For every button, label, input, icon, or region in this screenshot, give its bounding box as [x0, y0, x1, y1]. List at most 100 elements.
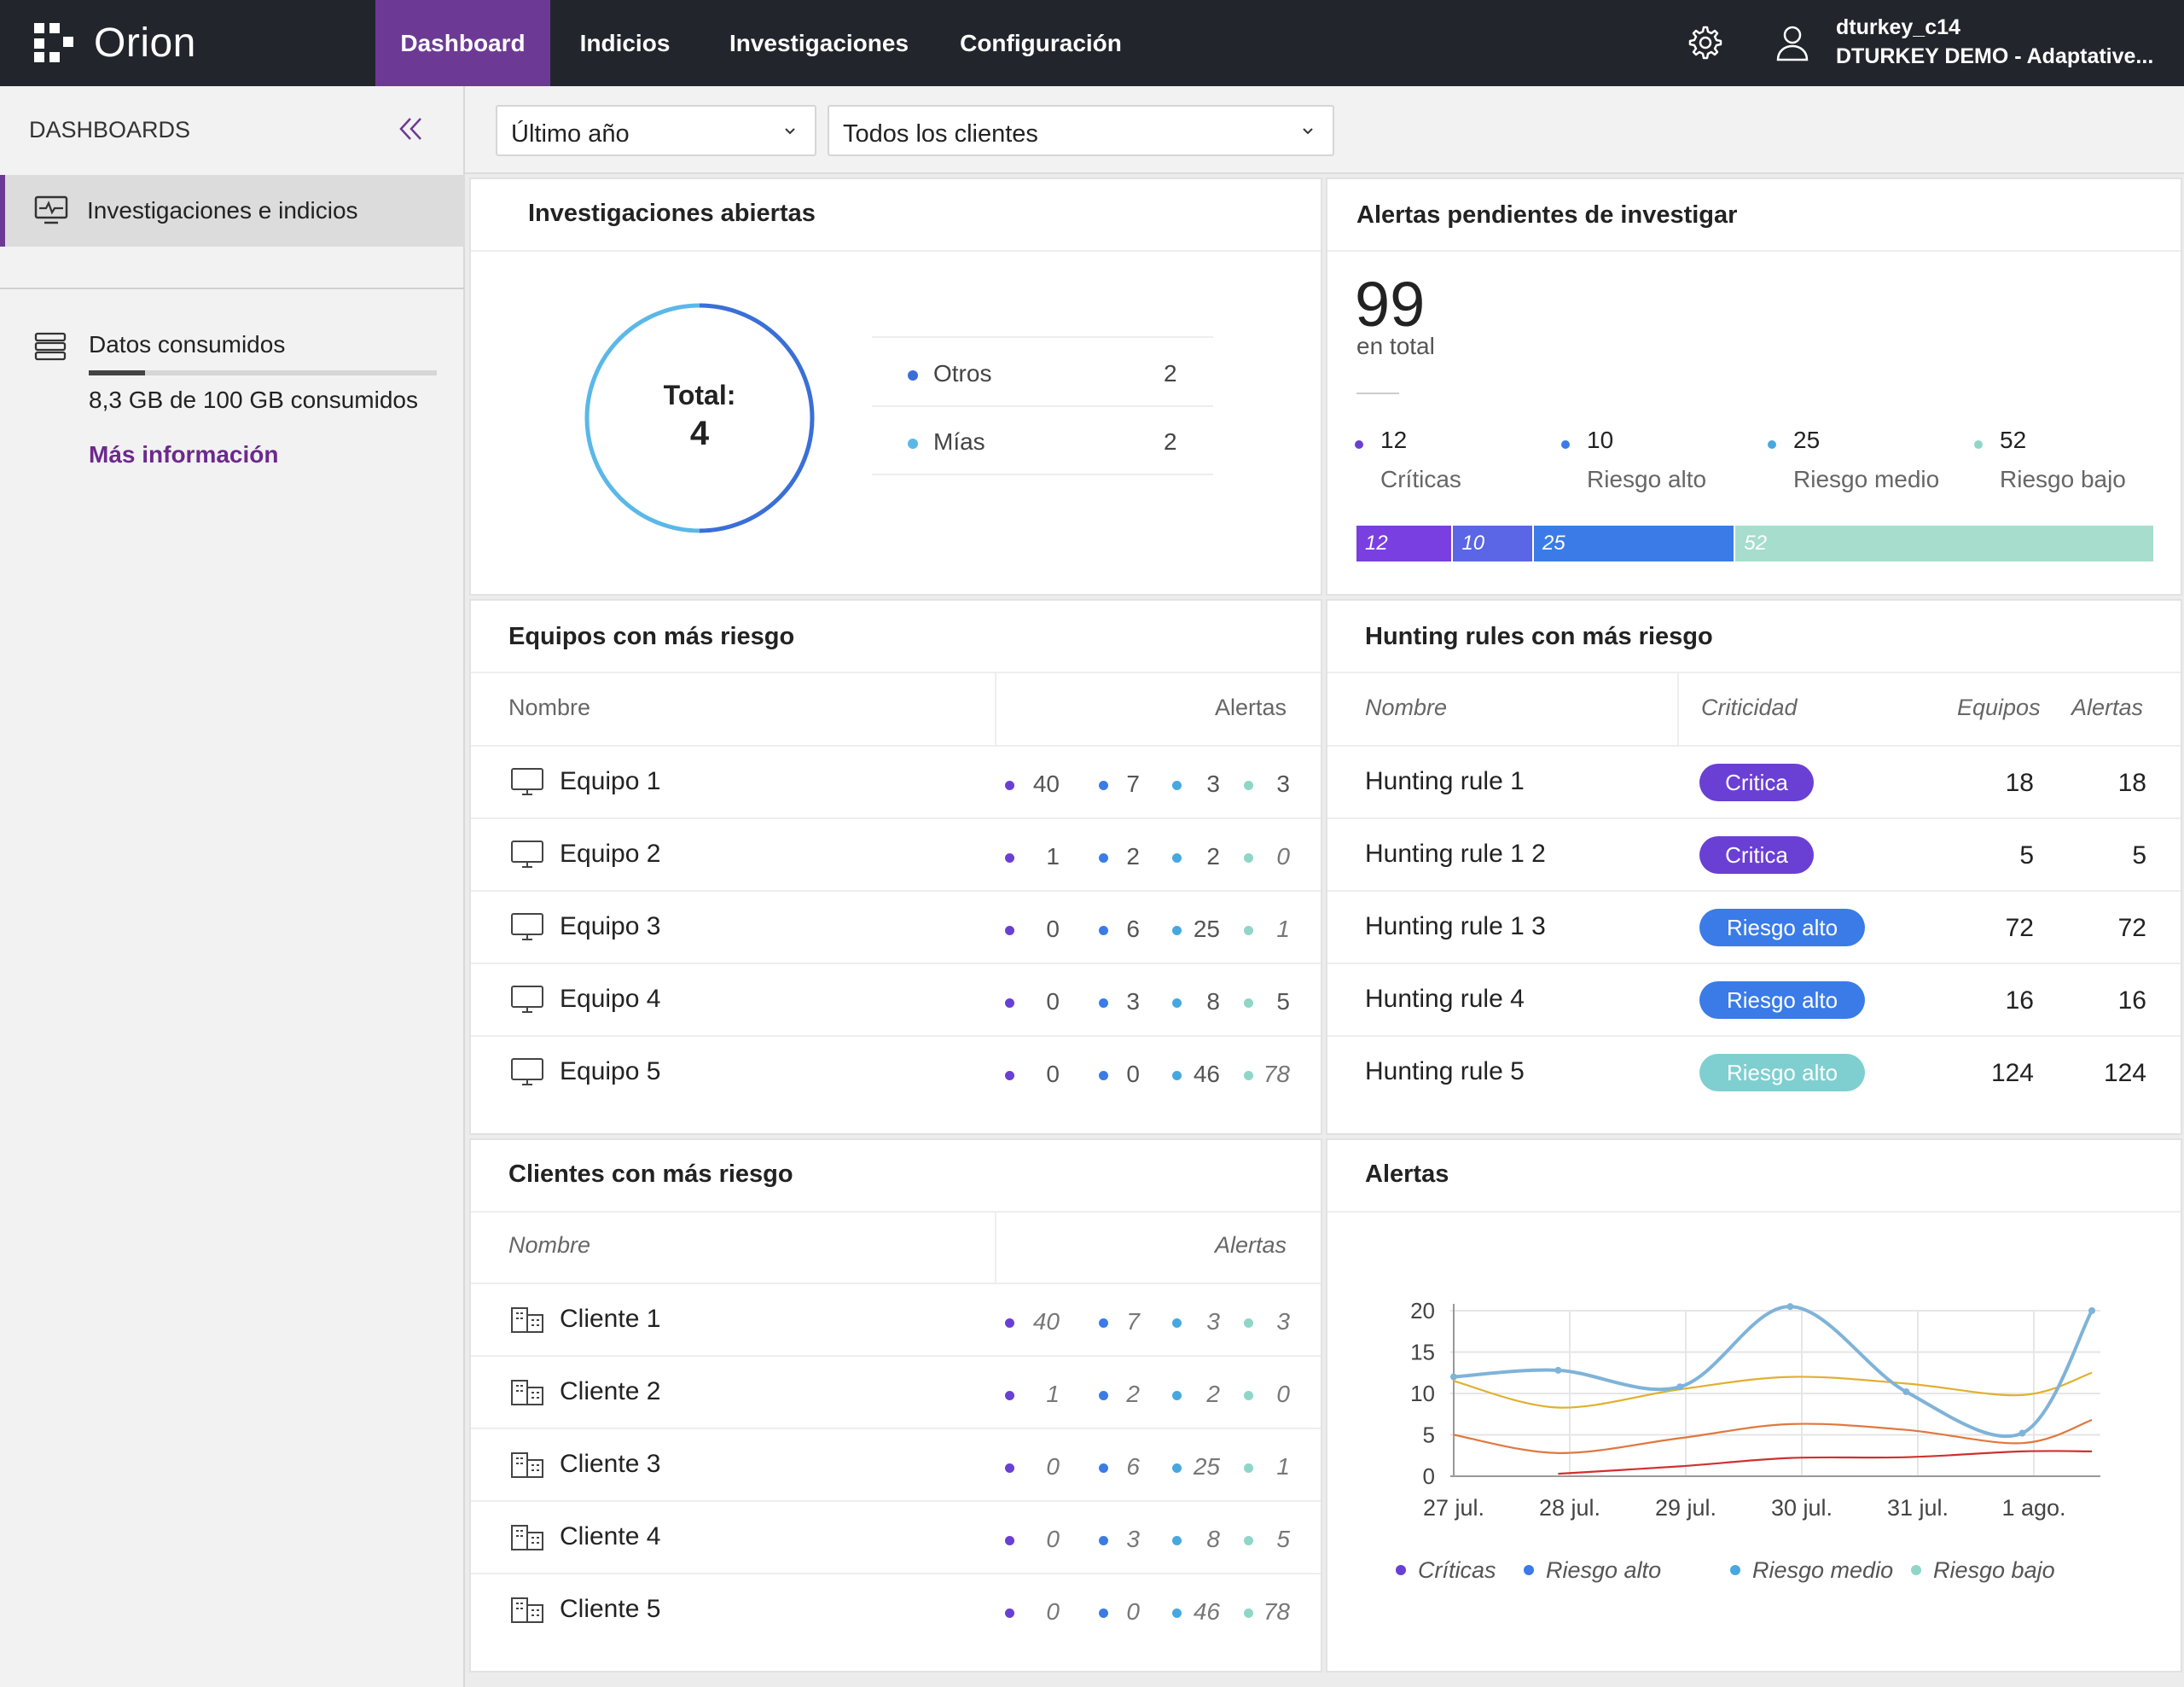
row-name-text: Equipo 3 — [560, 912, 661, 940]
column-header-alerts[interactable]: Alertas — [2071, 695, 2144, 720]
table-row[interactable]: Equipo 1 40 7 3 3 — [471, 745, 1321, 817]
legend-dot — [1911, 1565, 1921, 1575]
rule-name: Hunting rule 5 — [1365, 1057, 1525, 1085]
storage-icon — [34, 332, 67, 361]
column-header-alerts[interactable]: Alertas — [1214, 695, 1287, 720]
alert-level-dot — [1172, 853, 1182, 863]
risk-level-item: 12 Críticas — [1355, 427, 1461, 493]
y-tick-label: 5 — [1423, 1422, 1435, 1448]
sidebar-item-investigaciones[interactable]: Investigaciones e indicios — [0, 175, 465, 247]
table-row[interactable]: Cliente 1 40 7 3 3 — [471, 1283, 1321, 1355]
user-name[interactable]: dturkey_c14 — [1836, 15, 1960, 39]
column-header-criticality[interactable]: Criticidad — [1701, 695, 1798, 720]
table-row[interactable]: Hunting rule 1 Critica 18 18 — [1327, 745, 2181, 817]
rule-name: Hunting rule 1 2 — [1365, 840, 1546, 868]
legend-label: Riesgo bajo — [1933, 1557, 2055, 1583]
series-line — [1453, 1418, 2093, 1454]
alert-count: 2 — [1206, 1381, 1220, 1407]
alert-level-dot — [1172, 926, 1182, 935]
table-row[interactable]: Hunting rule 4 Riesgo alto 16 16 — [1327, 963, 2181, 1035]
risk-level-label: Riesgo alto — [1587, 466, 1707, 492]
data-consumed-bar — [89, 370, 437, 375]
period-select-value: Último año — [511, 120, 630, 148]
table-row[interactable]: Cliente 3 0 6 25 1 — [471, 1428, 1321, 1500]
gear-icon[interactable] — [1685, 24, 1722, 61]
alert-level-dot — [1005, 1608, 1014, 1618]
alert-count: 46 — [1193, 1598, 1220, 1625]
donut-segment-otros — [699, 303, 815, 533]
user-icon[interactable] — [1774, 24, 1810, 61]
column-header-devices[interactable]: Equipos — [1957, 695, 2041, 720]
table-row[interactable]: Equipo 2 1 2 2 0 — [471, 817, 1321, 890]
table-row[interactable]: Hunting rule 5 Riesgo alto 124 124 — [1327, 1035, 2181, 1108]
row-name-text: Equipo 4 — [560, 985, 661, 1013]
app-logo[interactable]: Orion — [34, 20, 196, 66]
table-row[interactable]: Cliente 2 1 2 2 0 — [471, 1355, 1321, 1428]
rule-name: Hunting rule 4 — [1365, 985, 1525, 1013]
alert-level-dot — [1172, 1536, 1182, 1545]
collapse-sidebar-icon[interactable] — [398, 115, 425, 143]
stacked-bar-segment: 12 — [1356, 526, 1452, 561]
row-name: Equipo 3 — [510, 912, 660, 941]
hunting-rules-card: Hunting rules con más riesgo Nombre Crit… — [1326, 599, 2182, 1135]
table-row[interactable]: Hunting rule 1 2 Critica 5 5 — [1327, 817, 2181, 890]
series-point — [1676, 1383, 1684, 1391]
table-row[interactable]: Cliente 5 0 0 46 78 — [471, 1573, 1321, 1645]
tab-indicios[interactable]: Indicios — [579, 29, 671, 56]
risk-level-item: 10 Riesgo alto — [1561, 427, 1706, 493]
criticality-badge: Riesgo alto — [1699, 1054, 1865, 1091]
alert-count: 0 — [1046, 1061, 1060, 1087]
alert-level-dot — [1005, 1318, 1014, 1328]
legend-label: Otros — [933, 360, 992, 387]
donut-segment-mias — [584, 303, 700, 533]
alert-level-dot — [1244, 1536, 1253, 1545]
sidebar-divider — [0, 288, 465, 289]
tab-dashboard[interactable]: Dashboard — [375, 0, 550, 86]
column-header-alerts[interactable]: Alertas — [1214, 1232, 1287, 1258]
series-line — [1558, 1450, 2093, 1475]
period-select[interactable]: Último año — [496, 105, 816, 156]
legend-divider — [872, 336, 1213, 338]
criticality-badge: Critica — [1699, 836, 1814, 874]
alert-level-dot — [1005, 1536, 1014, 1545]
tab-configuracion[interactable]: Configuración — [960, 29, 1122, 56]
x-tick-label: 27 jul. — [1423, 1495, 1484, 1521]
rule-devices-count: 18 — [2005, 769, 2034, 797]
alert-count: 1 — [1046, 843, 1060, 870]
monitor-icon — [511, 768, 543, 795]
table-row[interactable]: Equipo 4 0 3 8 5 — [471, 963, 1321, 1035]
client-select[interactable]: Todos los clientes — [828, 105, 1334, 156]
card-divider — [1327, 1211, 2181, 1213]
rule-name: Hunting rule 1 — [1365, 767, 1525, 795]
table-row[interactable]: Cliente 4 0 3 8 5 — [471, 1500, 1321, 1573]
rule-alerts-count: 16 — [2117, 986, 2146, 1015]
row-name: Cliente 1 — [510, 1305, 660, 1334]
column-header-name[interactable]: Nombre — [508, 1232, 591, 1258]
x-tick-label: 1 ago. — [2001, 1495, 2065, 1521]
building-icon — [511, 1525, 543, 1550]
card-title: Alertas pendientes de investigar — [1356, 201, 1738, 229]
alert-level-dot — [1099, 1318, 1108, 1328]
alert-level-dot — [1099, 853, 1108, 863]
user-organization[interactable]: DTURKEY DEMO - Adaptative... — [1836, 44, 2154, 68]
pending-total: 99 — [1355, 269, 1426, 340]
table-row[interactable]: Equipo 5 0 0 46 78 — [471, 1035, 1321, 1108]
alert-level-dot — [1172, 781, 1182, 790]
more-info-link[interactable]: Más información — [89, 441, 279, 468]
column-header-name[interactable]: Nombre — [508, 695, 591, 720]
alert-count: 5 — [1276, 988, 1290, 1015]
alert-count: 0 — [1276, 1381, 1290, 1407]
alert-count: 78 — [1263, 1061, 1290, 1087]
column-header-name[interactable]: Nombre — [1365, 695, 1448, 720]
legend-value-otros: 2 — [1164, 360, 1177, 387]
row-name: Equipo 2 — [510, 840, 660, 869]
table-row[interactable]: Equipo 3 0 6 25 1 — [471, 890, 1321, 963]
tab-investigaciones[interactable]: Investigaciones — [729, 29, 909, 56]
rule-alerts-count: 5 — [2132, 841, 2146, 870]
row-name: Cliente 2 — [510, 1377, 660, 1406]
table-row[interactable]: Hunting rule 1 3 Riesgo alto 72 72 — [1327, 890, 2181, 963]
alert-level-dot — [1099, 1608, 1108, 1618]
rule-devices-count: 16 — [2005, 986, 2034, 1015]
alert-count: 0 — [1046, 1526, 1060, 1552]
y-tick-label: 15 — [1410, 1340, 1435, 1365]
